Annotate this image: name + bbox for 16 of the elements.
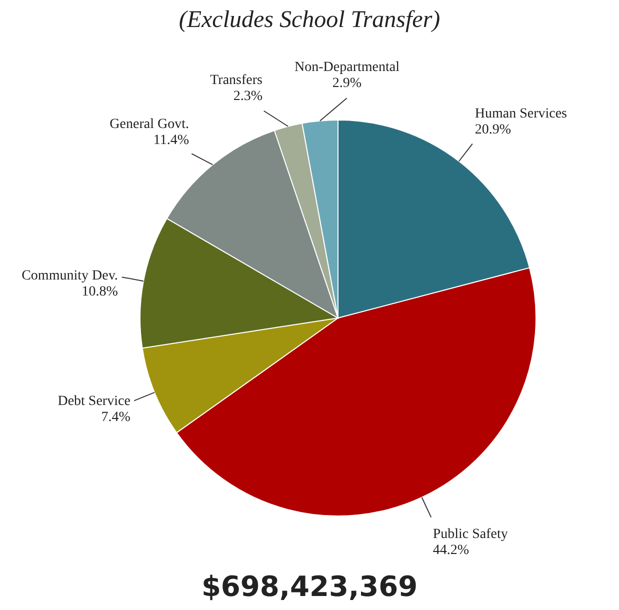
chart-title: (Excludes School Transfer) — [178, 7, 440, 33]
data-label: 2.3% — [233, 89, 263, 104]
slice-label: Public Safety — [432, 526, 508, 542]
data-label: 7.4% — [101, 410, 131, 426]
text: $698,423,369 — [201, 570, 418, 603]
slice-label: Debt Service — [58, 394, 130, 410]
slice-label: Community Dev. — [22, 268, 118, 284]
data-label: 20.9% — [474, 122, 512, 138]
data-label: 11.4% — [153, 132, 190, 148]
slice-label: Human Services — [474, 106, 568, 122]
slice-label: Transfers — [210, 73, 262, 88]
data-label: 2.9% — [332, 76, 362, 92]
slice-label: Non-Departmental — [294, 60, 400, 76]
data-label: 44.2% — [432, 542, 470, 558]
data-label: 10.8% — [82, 284, 118, 300]
slice-label: General Govt. — [110, 116, 189, 132]
